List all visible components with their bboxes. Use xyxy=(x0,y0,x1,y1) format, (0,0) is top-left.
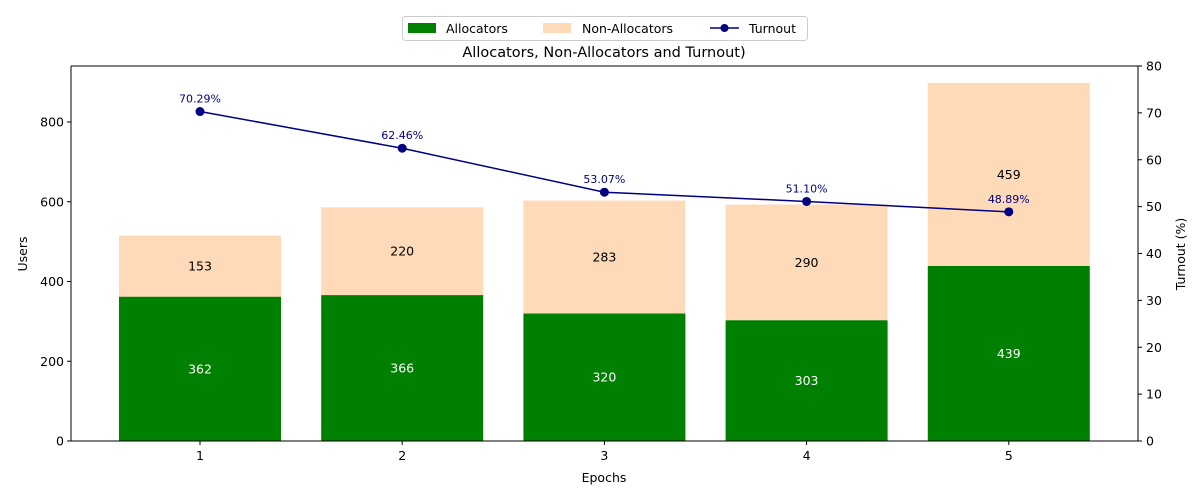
x-tick-label: 1 xyxy=(196,448,204,463)
y-tick-label: 600 xyxy=(40,194,64,209)
x-tick-label: 5 xyxy=(1005,448,1013,463)
bar-label-non-allocators: 220 xyxy=(390,244,414,259)
y2-axis-label: Turnout (%) xyxy=(1173,218,1188,292)
bar-label-allocators: 362 xyxy=(188,361,212,376)
turnout-value-label: 48.89% xyxy=(988,193,1030,206)
bar-allocators xyxy=(927,265,1090,441)
x-axis-ticks: 1 2 3 4 5 xyxy=(196,441,1013,463)
turnout-line-series: 70.29% 62.46% 53.07% 51.10% 48.89% xyxy=(179,93,1030,217)
turnout-value-label: 53.07% xyxy=(583,173,625,186)
bar-non-allocators xyxy=(119,235,281,297)
legend-label-allocators: Allocators xyxy=(446,21,508,36)
legend-swatch-allocators xyxy=(408,23,436,33)
y-tick-label: 800 xyxy=(40,115,64,130)
legend-marker-icon xyxy=(720,24,729,32)
bar-non-allocators xyxy=(321,207,484,296)
turnout-value-label: 62.46% xyxy=(381,129,423,142)
right-y-axis-ticks: 0 10 20 30 40 50 60 70 80 xyxy=(1138,59,1162,449)
y-axis-label: Users xyxy=(15,236,30,271)
legend: Allocators Non-Allocators Turnout xyxy=(402,16,808,41)
bar-label-allocators: 320 xyxy=(592,370,616,385)
legend-label-non-allocators: Non-Allocators xyxy=(582,21,673,36)
bar-label-non-allocators: 459 xyxy=(997,167,1021,182)
y2-tick-label: 50 xyxy=(1146,199,1162,214)
bar-non-allocators xyxy=(523,200,686,314)
legend-label-turnout: Turnout xyxy=(748,21,796,36)
turnout-value-label: 51.10% xyxy=(786,182,828,195)
bar-label-non-allocators: 153 xyxy=(188,259,212,274)
y2-tick-label: 0 xyxy=(1146,434,1154,449)
turnout-marker xyxy=(397,143,407,153)
y2-tick-label: 30 xyxy=(1146,293,1162,308)
bar-label-non-allocators: 290 xyxy=(795,255,819,270)
turnout-marker xyxy=(599,187,609,197)
x-tick-label: 2 xyxy=(398,448,406,463)
y2-tick-label: 20 xyxy=(1146,340,1162,355)
x-axis-label: Epochs xyxy=(582,470,627,485)
y2-tick-label: 70 xyxy=(1146,105,1162,120)
turnout-marker xyxy=(195,107,205,117)
x-tick-label: 4 xyxy=(803,448,811,463)
bar-label-allocators: 439 xyxy=(997,346,1021,361)
left-y-axis-ticks: 0 200 400 600 800 xyxy=(40,115,71,449)
chart-title: Allocators, Non-Allocators and Turnout) xyxy=(462,45,745,61)
y-tick-label: 200 xyxy=(40,354,64,369)
bar-allocators xyxy=(119,296,281,441)
bars-group xyxy=(119,82,1090,441)
bar-value-labels: 362 153 366 220 320 283 303 290 439 459 xyxy=(188,167,1021,388)
turnout-value-label: 70.29% xyxy=(179,93,221,106)
y-tick-label: 0 xyxy=(56,434,64,449)
bar-non-allocators xyxy=(725,204,888,321)
bar-allocators xyxy=(321,295,484,441)
bar-label-allocators: 303 xyxy=(795,373,819,388)
turnout-marker xyxy=(1004,207,1014,217)
bar-label-allocators: 366 xyxy=(390,361,414,376)
x-tick-label: 3 xyxy=(600,448,608,463)
bar-allocators xyxy=(725,320,888,441)
y2-tick-label: 80 xyxy=(1146,59,1162,74)
y2-tick-label: 40 xyxy=(1146,246,1162,261)
legend-swatch-non-allocators xyxy=(543,23,571,33)
y-tick-label: 400 xyxy=(40,274,64,289)
y2-tick-label: 60 xyxy=(1146,152,1162,167)
turnout-marker xyxy=(802,196,812,206)
bar-non-allocators xyxy=(927,82,1090,266)
y2-tick-label: 10 xyxy=(1146,387,1162,402)
turnout-line xyxy=(199,110,1009,213)
bar-label-non-allocators: 283 xyxy=(592,249,616,264)
bar-allocators xyxy=(523,313,686,441)
